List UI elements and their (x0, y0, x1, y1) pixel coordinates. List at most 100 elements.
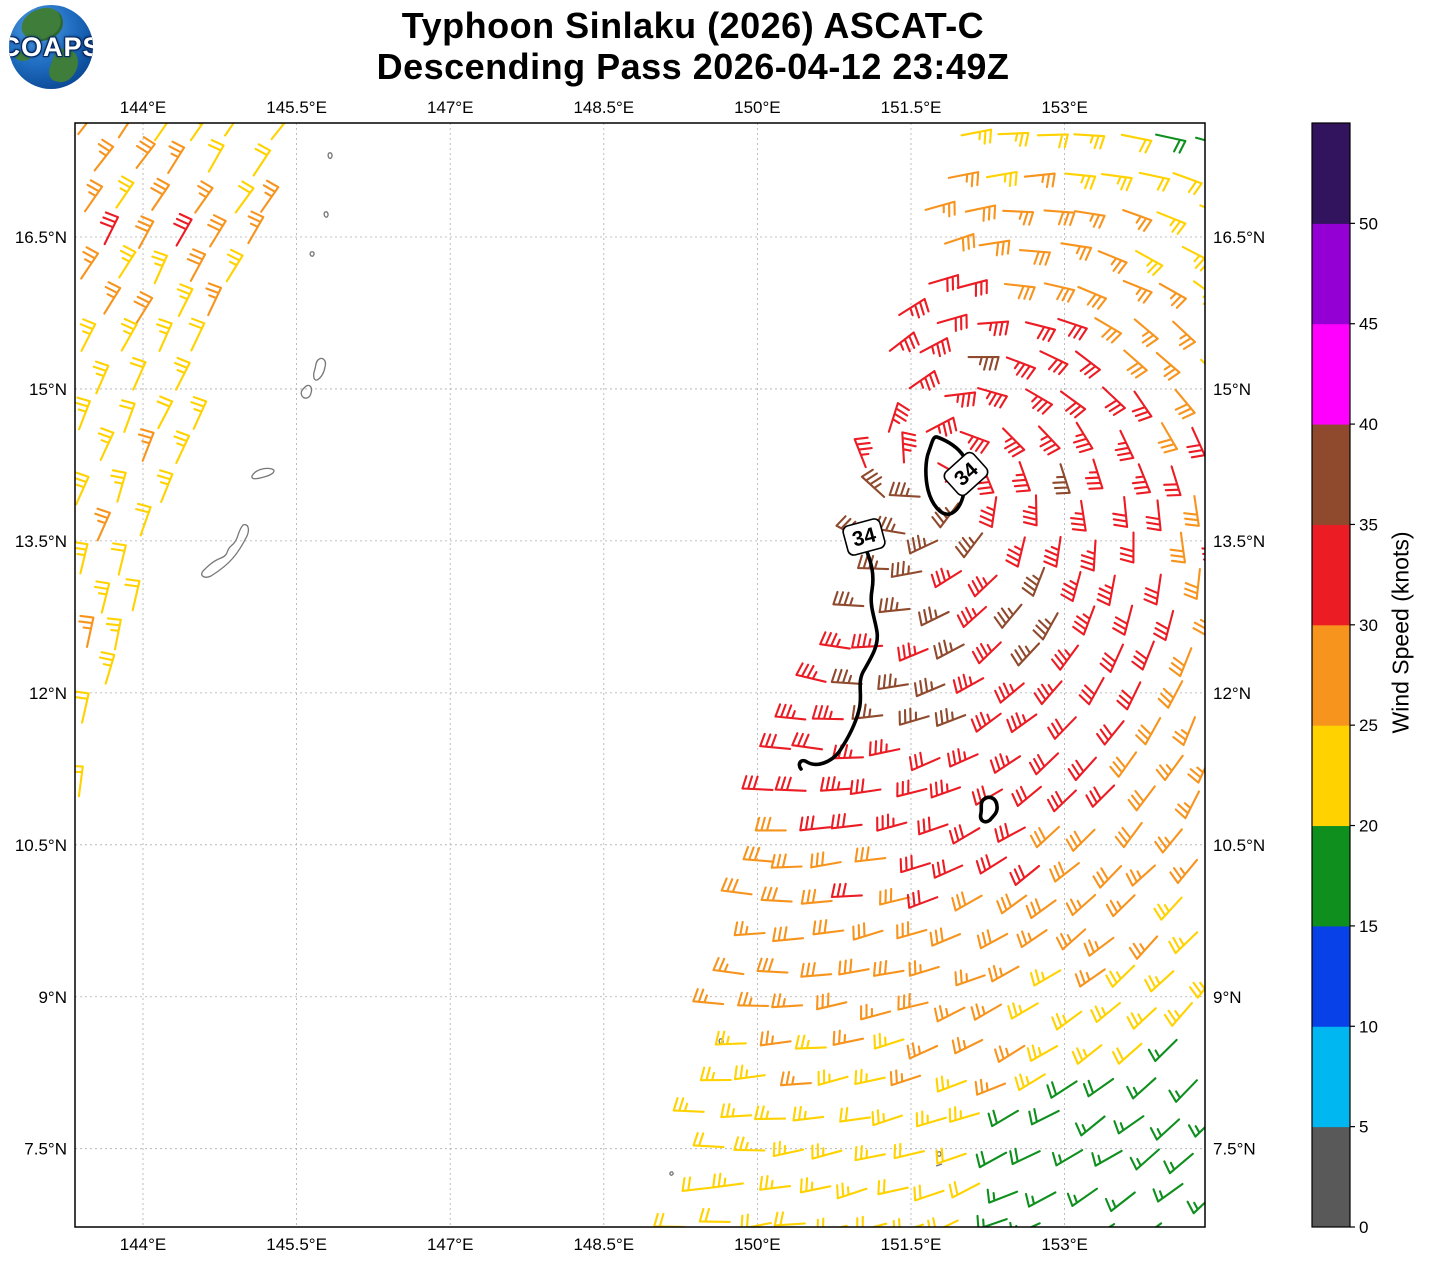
lon-tick-bottom: 150°E (734, 1235, 781, 1254)
lon-tick-top: 144°E (120, 98, 167, 117)
wind-barb (1073, 133, 1106, 150)
wind-barb (1014, 1073, 1046, 1092)
wind-barb (954, 969, 986, 987)
island-coastlines (201, 152, 943, 1176)
wind-barb (986, 1188, 1019, 1204)
wind-barb (173, 212, 193, 247)
wind-barb (1025, 388, 1054, 415)
wind-barb (854, 1068, 886, 1086)
wind-barb (971, 641, 1002, 665)
wind-barb (207, 139, 225, 173)
wind-barb (1043, 282, 1076, 303)
wind-barb (1049, 861, 1080, 883)
wind-barb (1060, 242, 1093, 261)
wind-barb (839, 1106, 871, 1123)
wind-barb (75, 471, 90, 506)
wind-barb (1084, 458, 1104, 490)
wind-barb (1183, 568, 1201, 600)
wind-barb (799, 1177, 832, 1194)
wind-barb (1163, 1228, 1192, 1246)
wind-barb (915, 1110, 947, 1128)
wind-barb (110, 469, 127, 503)
wind-barb (917, 816, 949, 836)
wind-barb (830, 882, 863, 899)
wind-barb (1074, 1115, 1106, 1137)
wind-barb (860, 468, 886, 498)
wind-barb (1029, 969, 1062, 987)
wind-barb (653, 1212, 686, 1227)
wind-barb (1186, 1200, 1205, 1215)
wind-barb (967, 355, 1000, 371)
wind-barb (830, 813, 863, 830)
contour-label-34: 34 (842, 518, 886, 556)
wind-barb (672, 1097, 705, 1113)
wind-barb (156, 318, 173, 352)
wind-barb (1097, 250, 1128, 274)
wind-barb (1154, 1222, 1163, 1227)
wind-barb (879, 887, 911, 906)
wind-barb (1037, 425, 1061, 456)
wind-barb (194, 180, 214, 214)
wind-barb (93, 580, 111, 614)
wind-barb (1105, 964, 1136, 988)
colorbar-tick-label: 50 (1359, 214, 1378, 233)
wind-barb (944, 391, 977, 408)
wind-barb (792, 1105, 825, 1122)
wind-barb (975, 463, 995, 496)
wind-barb (876, 813, 908, 832)
contour-line-34 (797, 547, 880, 771)
wind-barb (207, 214, 227, 248)
wind-barb (1055, 928, 1087, 951)
wind-barb (176, 283, 194, 317)
lon-tick-top: 153°E (1041, 98, 1088, 117)
colorbar-axis-label: Wind Speed (knots) (1387, 531, 1414, 733)
wind-barb (119, 399, 136, 433)
wind-barb (892, 1218, 925, 1227)
wind-barb (1051, 1010, 1083, 1031)
wind-barb (1047, 716, 1077, 740)
colorbar-tick-label: 15 (1359, 917, 1378, 936)
wind-barb (1156, 211, 1187, 235)
wind-barb (925, 416, 958, 437)
wind-barb (819, 776, 852, 792)
wind-barb (1172, 172, 1203, 196)
wind-barb (1112, 1042, 1143, 1065)
wind-barb (988, 964, 1020, 983)
wind-barb (898, 297, 930, 319)
wind-barb (1096, 720, 1125, 746)
wind-barb (943, 233, 976, 252)
wind-barb (1009, 1221, 1041, 1227)
colorbar-segment (1312, 223, 1350, 325)
wind-barb (849, 778, 882, 795)
axis-tick-labels: 144°E 144°E 145.5°E 145.5°E 147°E 147°E 148.5°… (15, 98, 1265, 1254)
wind-barb (772, 1140, 805, 1158)
wind-barb (1126, 1077, 1157, 1100)
wind-barb (1154, 828, 1183, 854)
wind-barb (1192, 618, 1205, 636)
wind-barb (1036, 133, 1069, 149)
lat-tick-left: 13.5°N (15, 532, 67, 551)
wind-barb (151, 250, 169, 285)
wind-barb (1119, 531, 1135, 564)
wind-barb (934, 707, 967, 727)
wind-barb (270, 123, 286, 141)
lat-tick-right: 16.5°N (1213, 228, 1265, 247)
wind-barb (1195, 136, 1205, 142)
wind-barb (906, 1042, 939, 1060)
island-outline (323, 211, 329, 218)
wind-barb (1211, 395, 1229, 424)
wind-barb (871, 1109, 903, 1127)
wind-barb (994, 1044, 1026, 1063)
wind-barb (954, 532, 984, 559)
wind-barb (1039, 350, 1069, 376)
wind-barb (733, 920, 766, 937)
wind-barb (1114, 429, 1135, 462)
wind-barb (985, 170, 1018, 188)
wind-barb (1029, 825, 1061, 849)
wind-barb (153, 123, 169, 142)
lon-tick-bottom: 144°E (120, 1235, 167, 1254)
lon-tick-bottom: 151.5°E (881, 1235, 942, 1254)
wind-barb (98, 651, 116, 685)
graticule-gridlines (75, 123, 1205, 1227)
wind-barb (1099, 643, 1125, 673)
